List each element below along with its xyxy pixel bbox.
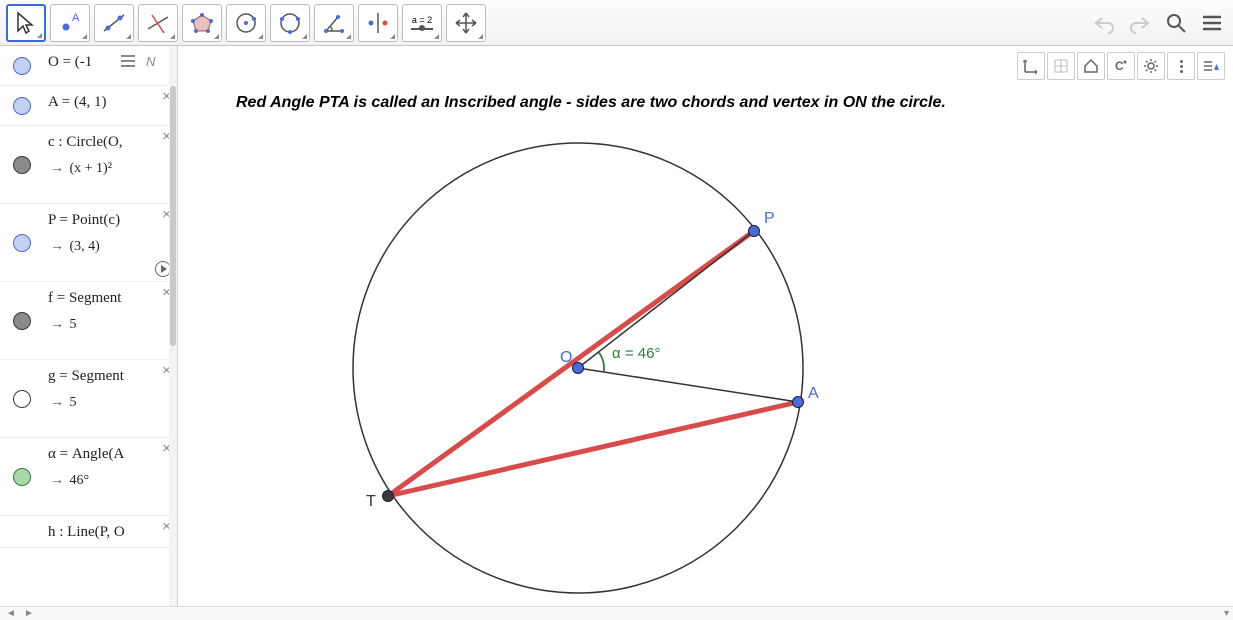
scroll-left-icon[interactable]: ◄ bbox=[4, 608, 18, 619]
algebra-scrollbar[interactable] bbox=[169, 46, 177, 606]
visibility-toggle[interactable] bbox=[0, 86, 44, 125]
redo-button[interactable] bbox=[1125, 8, 1155, 38]
segment-OP[interactable] bbox=[578, 231, 754, 368]
algebra-row-h[interactable]: h : Line(P, O× bbox=[0, 516, 177, 548]
algebra-row-A[interactable]: A = (4, 1)× bbox=[0, 86, 177, 126]
diagram-svg[interactable]: α = 46° O P A T bbox=[178, 46, 1233, 606]
tool-angle[interactable] bbox=[314, 4, 354, 42]
sort-icon[interactable]: N bbox=[145, 52, 163, 70]
angle-arc[interactable] bbox=[599, 352, 604, 372]
graphics-panel[interactable]: C Red Angle PTA is called an Inscribed a… bbox=[178, 46, 1233, 606]
algebra-row-c[interactable]: c : Circle(O,→ (x + 1)²× bbox=[0, 126, 177, 204]
point-P[interactable] bbox=[749, 226, 760, 237]
visibility-toggle[interactable] bbox=[0, 204, 44, 281]
segment-OA[interactable] bbox=[578, 368, 798, 402]
point-label-P: P bbox=[764, 210, 775, 227]
tool-move-view[interactable] bbox=[446, 4, 486, 42]
scroll-right-icon[interactable]: ► bbox=[22, 608, 36, 619]
algebra-row-O[interactable]: O = (-1N bbox=[0, 46, 177, 86]
undo-button[interactable] bbox=[1089, 8, 1119, 38]
list-icon[interactable] bbox=[119, 52, 137, 70]
bottom-scrollbar[interactable]: ◄ ► ▾ bbox=[0, 606, 1233, 620]
algebra-view-icons[interactable]: N bbox=[119, 52, 163, 70]
point-label-A: A bbox=[808, 385, 819, 402]
tool-line[interactable] bbox=[94, 4, 134, 42]
algebra-expression: P = Point(c)→ (3, 4) bbox=[44, 204, 177, 261]
scroll-dropdown-icon[interactable]: ▾ bbox=[1224, 608, 1229, 619]
tool-perpendicular[interactable] bbox=[138, 4, 178, 42]
algebra-expression: g = Segment→ 5 bbox=[44, 360, 177, 417]
point-T[interactable] bbox=[383, 491, 394, 502]
visibility-toggle[interactable] bbox=[0, 438, 44, 515]
algebra-expression: c : Circle(O,→ (x + 1)² bbox=[44, 126, 177, 183]
tool-circle-3pts[interactable] bbox=[270, 4, 310, 42]
point-label-O: O bbox=[560, 349, 572, 366]
algebra-row-P[interactable]: P = Point(c)→ (3, 4)× bbox=[0, 204, 177, 282]
tool-reflect[interactable] bbox=[358, 4, 398, 42]
svg-text:N: N bbox=[146, 54, 156, 69]
algebra-panel: O = (-1NA = (4, 1)×c : Circle(O,→ (x + 1… bbox=[0, 46, 178, 606]
visibility-toggle[interactable] bbox=[0, 282, 44, 359]
tool-move[interactable] bbox=[6, 4, 46, 42]
algebra-row-f[interactable]: f = Segment→ 5× bbox=[0, 282, 177, 360]
angle-label: α = 46° bbox=[612, 345, 660, 362]
visibility-toggle[interactable] bbox=[0, 360, 44, 437]
main-toolbar: A a = 2 bbox=[0, 0, 1233, 46]
visibility-toggle[interactable] bbox=[0, 46, 44, 85]
menu-button[interactable] bbox=[1197, 8, 1227, 38]
point-O[interactable] bbox=[573, 363, 584, 374]
visibility-toggle[interactable] bbox=[0, 126, 44, 203]
slider-label: a = 2 bbox=[411, 16, 433, 25]
algebra-expression: f = Segment→ 5 bbox=[44, 282, 177, 339]
algebra-row-g[interactable]: g = Segment→ 5× bbox=[0, 360, 177, 438]
tool-polygon[interactable] bbox=[182, 4, 222, 42]
tool-point[interactable]: A bbox=[50, 4, 90, 42]
algebra-row-alpha[interactable]: α = Angle(A→ 46°× bbox=[0, 438, 177, 516]
point-label-T: T bbox=[366, 493, 376, 510]
svg-text:A: A bbox=[72, 12, 80, 24]
tool-slider[interactable]: a = 2 bbox=[402, 4, 442, 42]
search-button[interactable] bbox=[1161, 8, 1191, 38]
main-area: O = (-1NA = (4, 1)×c : Circle(O,→ (x + 1… bbox=[0, 46, 1233, 606]
algebra-expression: h : Line(P, O bbox=[44, 516, 177, 547]
algebra-expression: A = (4, 1) bbox=[44, 86, 177, 117]
point-A[interactable] bbox=[793, 397, 804, 408]
tool-circle-center[interactable] bbox=[226, 4, 266, 42]
algebra-expression: α = Angle(A→ 46° bbox=[44, 438, 177, 495]
